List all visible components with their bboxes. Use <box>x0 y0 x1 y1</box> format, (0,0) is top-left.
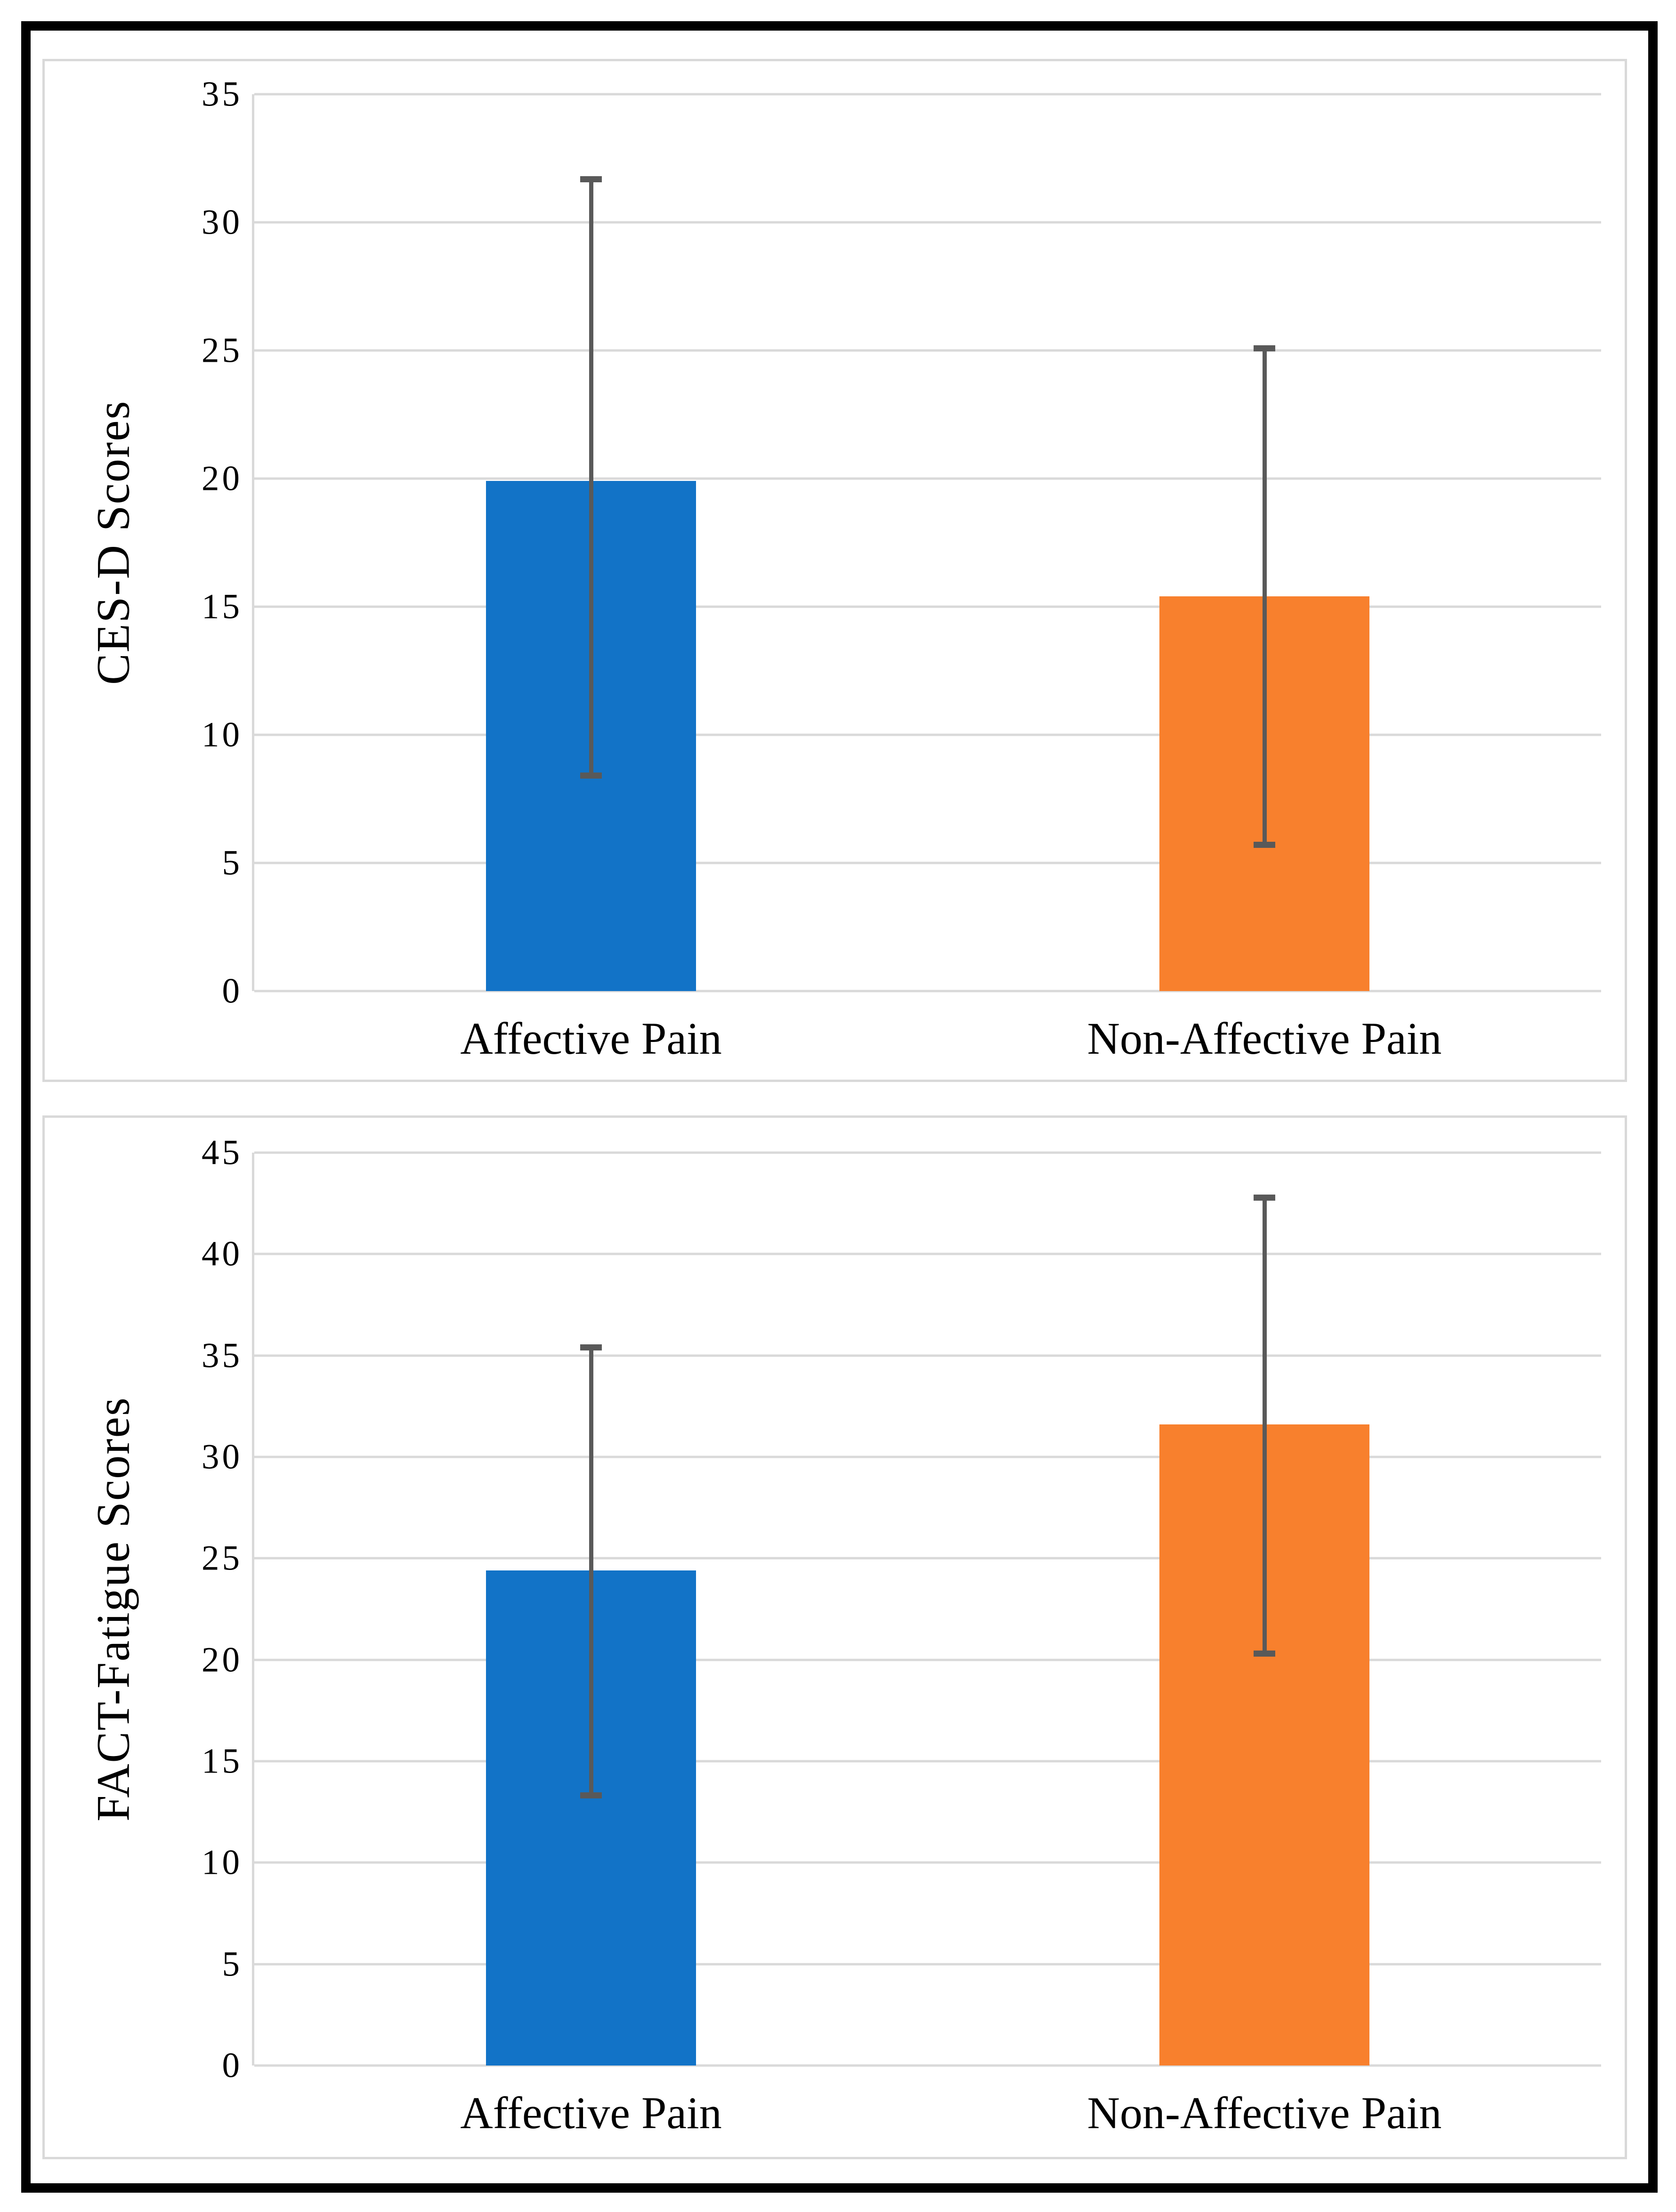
gridline <box>254 349 1601 352</box>
y-tick-label: 0 <box>222 2046 243 2085</box>
x-category-label: Non-Affective Pain <box>1087 1013 1442 1064</box>
error-bar-non-affective-pain <box>1254 345 1275 848</box>
plot-area-cesd <box>252 93 1601 992</box>
plot-area-fact-fatigue <box>252 1151 1601 2067</box>
gridline <box>254 221 1601 224</box>
gridline <box>254 1963 1601 1966</box>
y-tick-label: 20 <box>202 459 243 498</box>
y-tick-label: 30 <box>202 203 243 242</box>
x-category-label: Affective Pain <box>460 2088 722 2138</box>
gridline <box>254 1252 1601 1255</box>
y-tick-label: 30 <box>202 1437 243 1477</box>
y-tick-label: 40 <box>202 1234 243 1274</box>
y-tick-label: 10 <box>202 1843 243 1882</box>
y-tick-label: 45 <box>202 1133 243 1172</box>
error-bar-cap-bottom <box>1254 841 1275 848</box>
chart-panel-fact-fatigue: FACT-Fatigue Scores 0 5 10 15 20 25 30 35 40 45 Af… <box>42 1115 1627 2159</box>
error-bar-affective-pain <box>580 1344 602 1799</box>
gridline <box>254 605 1601 608</box>
chart-panel-cesd: CES-D Scores 0 5 10 15 20 25 30 35 Affective Pai… <box>42 59 1627 1082</box>
gridline <box>254 1151 1601 1154</box>
gridline <box>254 862 1601 864</box>
error-bar-cap-top <box>580 176 602 182</box>
y-tick-label: 0 <box>222 971 243 1011</box>
error-bar-cap-top <box>1254 345 1275 351</box>
error-bar-cap-bottom <box>580 773 602 779</box>
gridline <box>254 1861 1601 1864</box>
x-category-label: Non-Affective Pain <box>1087 2088 1442 2138</box>
error-bar-cap-top <box>1254 1194 1275 1201</box>
gridline <box>254 1456 1601 1458</box>
x-category-label: Affective Pain <box>460 1013 722 1064</box>
gridline <box>254 1354 1601 1357</box>
y-tick-label: 5 <box>222 1944 243 1984</box>
gridline <box>254 477 1601 480</box>
gridline <box>254 1659 1601 1661</box>
error-bar-cap-bottom <box>1254 1650 1275 1657</box>
gridline <box>254 1760 1601 1763</box>
y-tick-label: 20 <box>202 1640 243 1680</box>
y-tick-label: 35 <box>202 74 243 114</box>
error-bar-affective-pain <box>580 176 602 779</box>
y-tick-label: 5 <box>222 843 243 883</box>
gridline <box>254 93 1601 96</box>
gridline <box>254 1557 1601 1560</box>
y-tick-label: 25 <box>202 1538 243 1578</box>
gridline <box>254 733 1601 736</box>
error-bar-cap-bottom <box>580 1792 602 1799</box>
y-tick-label: 10 <box>202 715 243 755</box>
y-tick-label: 25 <box>202 331 243 370</box>
error-bar-cap-top <box>580 1344 602 1351</box>
y-tick-label: 35 <box>202 1336 243 1375</box>
gridline <box>254 990 1601 992</box>
error-bar-non-affective-pain <box>1254 1194 1275 1657</box>
y-axis-title: FACT-Fatigue Scores <box>87 1397 139 1822</box>
y-tick-label: 15 <box>202 1741 243 1781</box>
gridline <box>254 2064 1601 2067</box>
y-tick-label: 15 <box>202 587 243 626</box>
